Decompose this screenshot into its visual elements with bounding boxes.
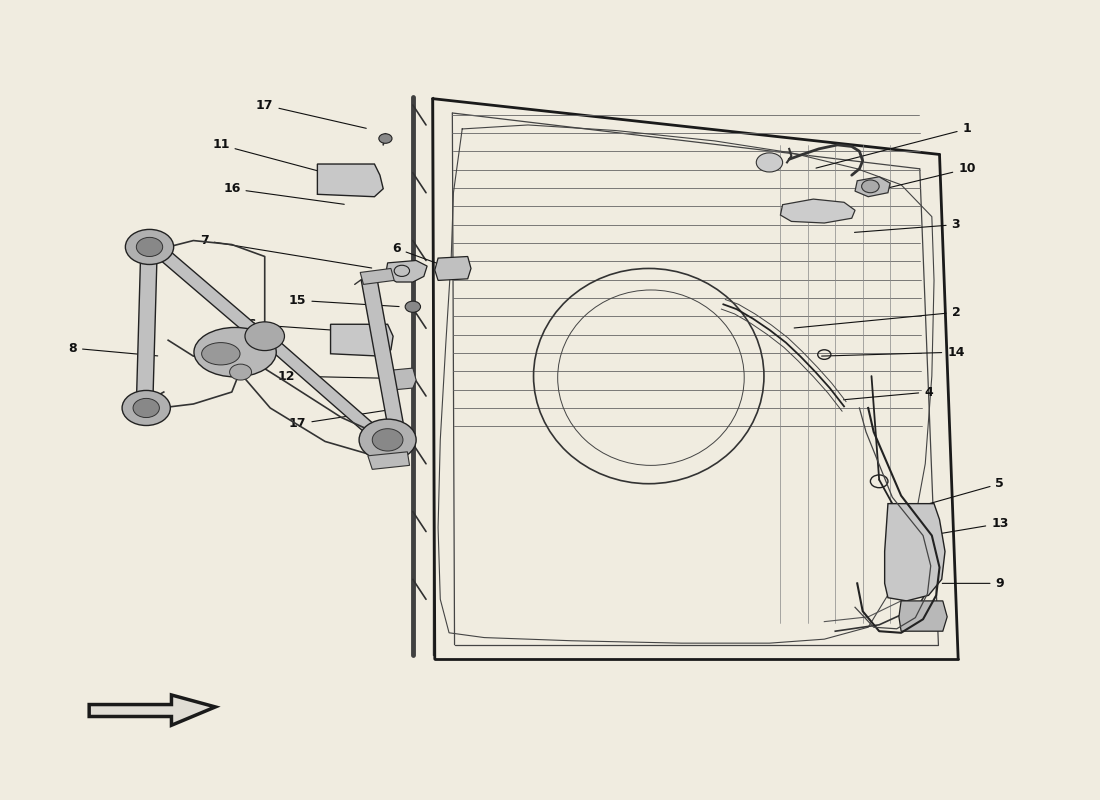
Text: 8: 8 xyxy=(68,342,157,356)
Polygon shape xyxy=(260,336,396,448)
Text: 4: 4 xyxy=(844,386,933,400)
Text: 7: 7 xyxy=(200,234,372,268)
Text: 16: 16 xyxy=(223,182,344,204)
Polygon shape xyxy=(361,277,405,438)
Polygon shape xyxy=(385,261,427,282)
Circle shape xyxy=(136,238,163,257)
Text: 5: 5 xyxy=(904,478,1004,511)
Polygon shape xyxy=(360,269,394,285)
Polygon shape xyxy=(434,257,471,281)
Circle shape xyxy=(757,153,782,172)
Polygon shape xyxy=(855,177,890,197)
Circle shape xyxy=(133,398,160,418)
Circle shape xyxy=(125,230,174,265)
Ellipse shape xyxy=(194,327,276,377)
Circle shape xyxy=(359,419,416,461)
Text: 11: 11 xyxy=(212,138,322,172)
Text: 6: 6 xyxy=(392,242,438,263)
Polygon shape xyxy=(899,601,947,631)
Circle shape xyxy=(245,322,285,350)
Text: 9: 9 xyxy=(943,577,1004,590)
Text: 15: 15 xyxy=(289,294,399,307)
Polygon shape xyxy=(383,368,416,390)
Text: 17: 17 xyxy=(256,98,366,128)
Text: 3: 3 xyxy=(855,218,960,232)
Text: 1: 1 xyxy=(816,122,971,168)
Text: 10: 10 xyxy=(871,162,976,192)
Polygon shape xyxy=(144,243,265,335)
Polygon shape xyxy=(331,324,393,356)
Circle shape xyxy=(378,134,392,143)
Ellipse shape xyxy=(201,342,240,365)
Circle shape xyxy=(122,390,170,426)
Text: 13: 13 xyxy=(932,517,1009,535)
Circle shape xyxy=(405,301,420,312)
Circle shape xyxy=(861,180,879,193)
Text: 16: 16 xyxy=(240,318,361,332)
Text: 14: 14 xyxy=(822,346,965,358)
Text: 2: 2 xyxy=(794,306,960,328)
Polygon shape xyxy=(884,504,945,601)
Polygon shape xyxy=(367,452,409,470)
Circle shape xyxy=(230,364,252,380)
Text: 17: 17 xyxy=(289,410,388,430)
Polygon shape xyxy=(780,199,855,223)
Text: 12: 12 xyxy=(278,370,394,382)
Polygon shape xyxy=(136,250,157,404)
Polygon shape xyxy=(89,695,216,726)
Polygon shape xyxy=(318,164,383,197)
Circle shape xyxy=(372,429,403,451)
